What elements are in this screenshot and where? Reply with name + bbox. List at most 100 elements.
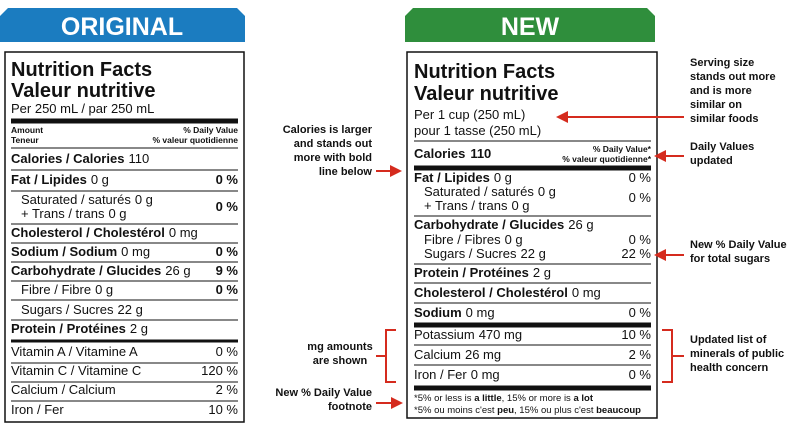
dv: 0 % bbox=[216, 199, 239, 214]
row: Protein / Protéines 2 g bbox=[11, 321, 148, 336]
note: health concern bbox=[690, 362, 769, 374]
row: Iron / Fer 0 mg bbox=[414, 367, 500, 382]
fn-part: beaucoup bbox=[596, 405, 641, 416]
nutrient: + Trans / trans bbox=[21, 206, 105, 221]
note: New % Daily Value bbox=[275, 387, 372, 399]
note: Calories is larger bbox=[283, 124, 373, 136]
amount: 22 g bbox=[521, 246, 546, 261]
amount: 2 g bbox=[130, 321, 148, 336]
dv: 0 % bbox=[216, 172, 239, 187]
header: Amount bbox=[11, 125, 43, 135]
calories-amount: 110 bbox=[128, 151, 149, 166]
row: Sodium / Sodium 0 mg bbox=[11, 244, 150, 259]
nutrient: Potassium bbox=[414, 327, 475, 342]
dv: 0 % bbox=[216, 282, 239, 297]
nutrient: Iron / Fer bbox=[11, 402, 64, 417]
nutrient: Cholesterol / Cholestérol bbox=[11, 225, 165, 240]
amount: 0 g bbox=[135, 192, 153, 207]
original-label-box bbox=[4, 51, 245, 423]
note: New % Daily Value bbox=[690, 239, 787, 251]
amount: 0 mg bbox=[466, 305, 495, 320]
nutrient: Calcium bbox=[414, 347, 461, 362]
dv: 0 % bbox=[629, 190, 652, 205]
note: Daily Values bbox=[690, 141, 754, 153]
note: Serving size bbox=[690, 57, 754, 69]
arrowhead bbox=[390, 165, 402, 177]
note: stands out more bbox=[690, 71, 776, 83]
row: Carbohydrate / Glucides 26 g bbox=[11, 263, 191, 278]
fn-part: , 15% ou plus c'est bbox=[514, 405, 596, 416]
nutrient: Fat / Lipides bbox=[11, 172, 87, 187]
nutrient: Vitamin C / Vitamine C bbox=[11, 363, 141, 378]
row: Protein / Protéines 2 g bbox=[414, 265, 551, 280]
calories-name: Calories bbox=[414, 146, 465, 161]
footnote: *5% ou moins c'est peu, 15% ou plus c'es… bbox=[414, 405, 641, 416]
dv: 0 % bbox=[216, 244, 239, 259]
fn-part: peu bbox=[497, 405, 514, 416]
row: Saturated / saturés 0 g bbox=[21, 192, 153, 207]
dv: 120 % bbox=[201, 363, 238, 378]
row: Fat / Lipides 0 g bbox=[414, 170, 512, 185]
amount: 0 g bbox=[108, 206, 126, 221]
new-label-box bbox=[406, 51, 658, 419]
annotation-sugars: New % Daily Value for total sugars bbox=[654, 239, 787, 265]
dv: 0 % bbox=[629, 232, 652, 247]
arrowhead bbox=[654, 150, 666, 162]
amount: 0 g bbox=[538, 184, 556, 199]
amount: 0 mg bbox=[572, 285, 601, 300]
note: footnote bbox=[328, 401, 372, 413]
nutrient: Fibre / Fibre bbox=[21, 282, 91, 297]
annotation-minerals: Updated list of minerals of public healt… bbox=[662, 329, 784, 383]
dv: 0 % bbox=[629, 367, 652, 382]
amount: 0 g bbox=[494, 170, 512, 185]
header: % valeur quotidienne bbox=[153, 135, 239, 145]
serving: Per 250 mL / par 250 mL bbox=[11, 101, 154, 116]
serving: pour 1 tasse (250 mL) bbox=[414, 123, 541, 138]
dv: 2 % bbox=[629, 347, 652, 362]
note: for total sugars bbox=[690, 253, 770, 265]
bracket bbox=[662, 329, 673, 383]
note: Updated list of bbox=[690, 334, 767, 346]
dv: 0 % bbox=[629, 305, 652, 320]
banner-new bbox=[405, 8, 655, 42]
row: Carbohydrate / Glucides 26 g bbox=[414, 217, 594, 232]
nutrient: Protein / Protéines bbox=[11, 321, 126, 336]
row: Potassium 470 mg bbox=[414, 327, 522, 342]
fn-part: , 15% or more is bbox=[502, 393, 574, 404]
note: and stands out bbox=[294, 138, 373, 150]
footnote: *5% or less is a little, 15% or more is … bbox=[414, 393, 594, 404]
amount: 0 g bbox=[505, 232, 523, 247]
nutrient: Iron / Fer bbox=[414, 367, 467, 382]
amount: 0 g bbox=[91, 172, 109, 187]
calories: Calories / Calories 110 bbox=[11, 151, 149, 166]
note: line below bbox=[319, 166, 373, 178]
annotation-calories: Calories is larger and stands out more w… bbox=[283, 124, 402, 178]
amount: 26 g bbox=[568, 217, 593, 232]
title: Nutrition Facts bbox=[414, 61, 555, 83]
nutrient: Sugars / Sucres bbox=[21, 302, 114, 317]
calories-name: Calories / Calories bbox=[11, 151, 124, 166]
amount: 0 mg bbox=[471, 367, 500, 382]
nutrient: Protein / Protéines bbox=[414, 265, 529, 280]
banner-new-text: NEW bbox=[501, 13, 560, 41]
nutrient: Sugars / Sucres bbox=[424, 246, 517, 261]
annotation-mg: mg amounts are shown bbox=[307, 329, 396, 383]
dv: 2 % bbox=[216, 382, 239, 397]
nutrient: Carbohydrate / Glucides bbox=[11, 263, 161, 278]
amount: 22 g bbox=[118, 302, 143, 317]
header: Teneur bbox=[11, 135, 39, 145]
fn-part: *5% ou moins c'est bbox=[414, 405, 497, 416]
nutrient: Saturated / saturés bbox=[21, 192, 131, 207]
amount: 0 mg bbox=[169, 225, 198, 240]
arrowhead bbox=[654, 249, 666, 261]
fn-part: a lot bbox=[573, 393, 593, 404]
row: Cholesterol / Cholestérol 0 mg bbox=[11, 225, 198, 240]
header: % Daily Value* bbox=[593, 144, 652, 154]
amount: 470 mg bbox=[479, 327, 522, 342]
dv: 22 % bbox=[621, 246, 651, 261]
nutrient: Fibre / Fibres bbox=[424, 232, 501, 247]
row: Sodium 0 mg bbox=[414, 305, 495, 320]
dv: 10 % bbox=[208, 402, 238, 417]
dv: 9 % bbox=[216, 263, 239, 278]
